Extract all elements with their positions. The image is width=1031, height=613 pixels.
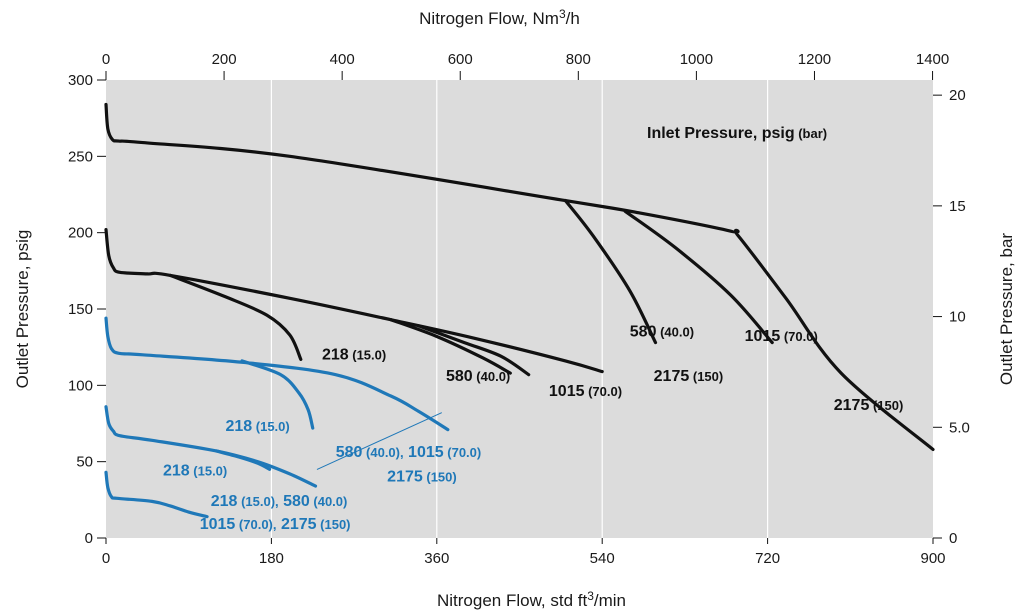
series-line-k2_580: [389, 318, 512, 375]
y2-tick-label: 20: [949, 87, 966, 104]
label-blue-218-a: 218 (15.0): [225, 418, 289, 435]
label-black-2175-low: 2175 (150): [654, 368, 724, 385]
x2-tick-label: 0: [102, 51, 110, 68]
x-tick-label: 900: [920, 550, 945, 567]
y2-axis-title: Outlet Pressure, bar: [997, 233, 1016, 385]
y2-tick-label: 10: [949, 309, 966, 326]
y-tick-label: 150: [68, 301, 93, 318]
x2-tick-label: 600: [448, 51, 473, 68]
series-line-k2_1015: [416, 324, 531, 377]
x2-tick-label: 400: [330, 51, 355, 68]
series-line-k1_580: [563, 199, 658, 345]
y2-tick-label: 15: [949, 198, 966, 215]
x-tick-label: 0: [102, 550, 110, 567]
x-axis-top: 0 200 400 600 800 1000 1200 1400: [102, 51, 949, 80]
legend-title: Inlet Pressure, psig (bar): [647, 125, 827, 142]
label-blue-218-b: 218 (15.0): [163, 462, 227, 479]
y-tick-label: 50: [76, 454, 93, 471]
x2-tick-label: 1000: [680, 51, 713, 68]
series-line-k1_main: [104, 102, 935, 452]
label-black-1015-low: 1015 (70.0): [549, 383, 622, 400]
label-black-218: 218 (15.0): [322, 346, 386, 363]
label-black-580-high: 580 (40.0): [630, 323, 694, 340]
series-line-b1_main: [104, 316, 450, 432]
series-line-b1_218: [240, 359, 315, 430]
x2-tick-label: 1200: [798, 51, 831, 68]
series-line-b2_218: [214, 449, 272, 471]
y-tick-label: 0: [85, 530, 93, 547]
x-tick-label: 720: [755, 550, 780, 567]
x-tick-label: 360: [424, 550, 449, 567]
label-black-1015-high: 1015 (70.0): [745, 328, 818, 345]
label-blue-580-1015: 580 (40.0), 1015 (70.0): [336, 444, 482, 461]
x-tick-label: 180: [259, 550, 284, 567]
series-group: [104, 102, 935, 519]
y-tick-label: 250: [68, 148, 93, 165]
label-blue-2175: 2175 (150): [387, 469, 457, 486]
label-blue-1015-2175: 1015 (70.0), 2175 (150): [200, 516, 351, 533]
y-tick-label: 200: [68, 225, 93, 242]
label-black-2175-high: 2175 (150): [834, 397, 904, 414]
y-axis-title: Outlet Pressure, psig: [13, 230, 32, 389]
series-line-k2_218: [168, 273, 303, 361]
series-line-k1_1015: [623, 209, 774, 345]
y-tick-label: 300: [68, 72, 93, 89]
x-tick-label: 540: [590, 550, 615, 567]
y-axis-left: 0 50 100 150 200 250 300: [68, 72, 106, 547]
x-axis-title: Nitrogen Flow, std ft3/min: [437, 589, 626, 610]
x2-tick-label: 1400: [916, 51, 949, 68]
series-line-b2_main: [104, 405, 318, 488]
x2-axis-title: Nitrogen Flow, Nm3/h: [419, 7, 580, 28]
curve-labels: 218 (15.0) 580 (40.0) 1015 (70.0) 2175 (150…: [163, 323, 903, 532]
y2-tick-label: 0: [949, 530, 957, 547]
y-tick-label: 100: [68, 377, 93, 394]
x2-tick-label: 200: [212, 51, 237, 68]
label-blue-218-580: 218 (15.0), 580 (40.0): [211, 493, 348, 510]
y-axis-right: 0 5.0 10 15 20: [933, 87, 970, 547]
series-line-leader: [316, 412, 442, 470]
y2-tick-label: 5.0: [949, 419, 970, 436]
series-line-b3_main: [104, 470, 209, 519]
gridlines: [270, 80, 769, 538]
label-black-580-low: 580 (40.0): [446, 368, 510, 385]
x2-tick-label: 800: [566, 51, 591, 68]
x-axis-bottom: 0 180 360 540 720 900: [102, 538, 946, 567]
series-line-k2_main: [104, 228, 604, 374]
